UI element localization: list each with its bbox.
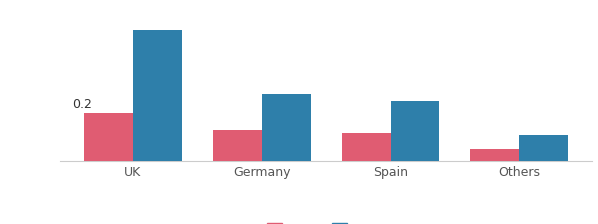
Bar bbox=[341, 133, 390, 161]
Bar bbox=[133, 30, 182, 161]
Legend: 2022, 2032: 2022, 2032 bbox=[262, 218, 390, 224]
Bar bbox=[471, 149, 519, 161]
Bar bbox=[390, 101, 440, 161]
Bar bbox=[213, 130, 262, 161]
Text: 0.2: 0.2 bbox=[72, 98, 91, 111]
Bar bbox=[84, 113, 133, 161]
Bar bbox=[519, 135, 568, 161]
Bar bbox=[262, 94, 311, 161]
